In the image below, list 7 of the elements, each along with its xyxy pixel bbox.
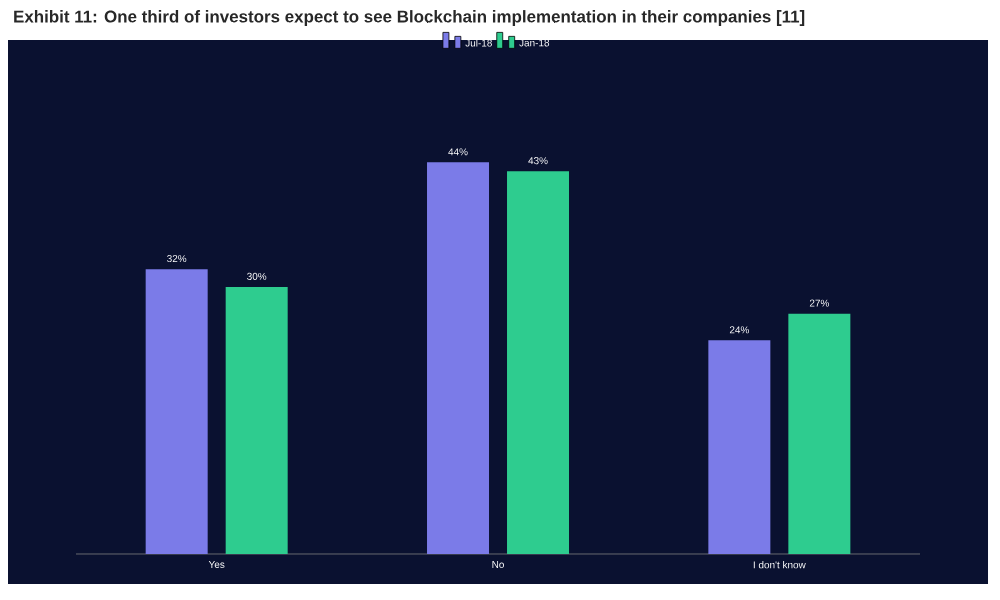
bar	[427, 162, 490, 554]
bar	[708, 340, 771, 554]
bar	[145, 269, 208, 554]
bar	[225, 286, 288, 554]
chart-title: Exhibit 11: One third of investors expect to see Blockchain implementation in their companies [11]	[14, 10, 805, 26]
bar	[788, 313, 851, 554]
bar	[507, 171, 570, 554]
